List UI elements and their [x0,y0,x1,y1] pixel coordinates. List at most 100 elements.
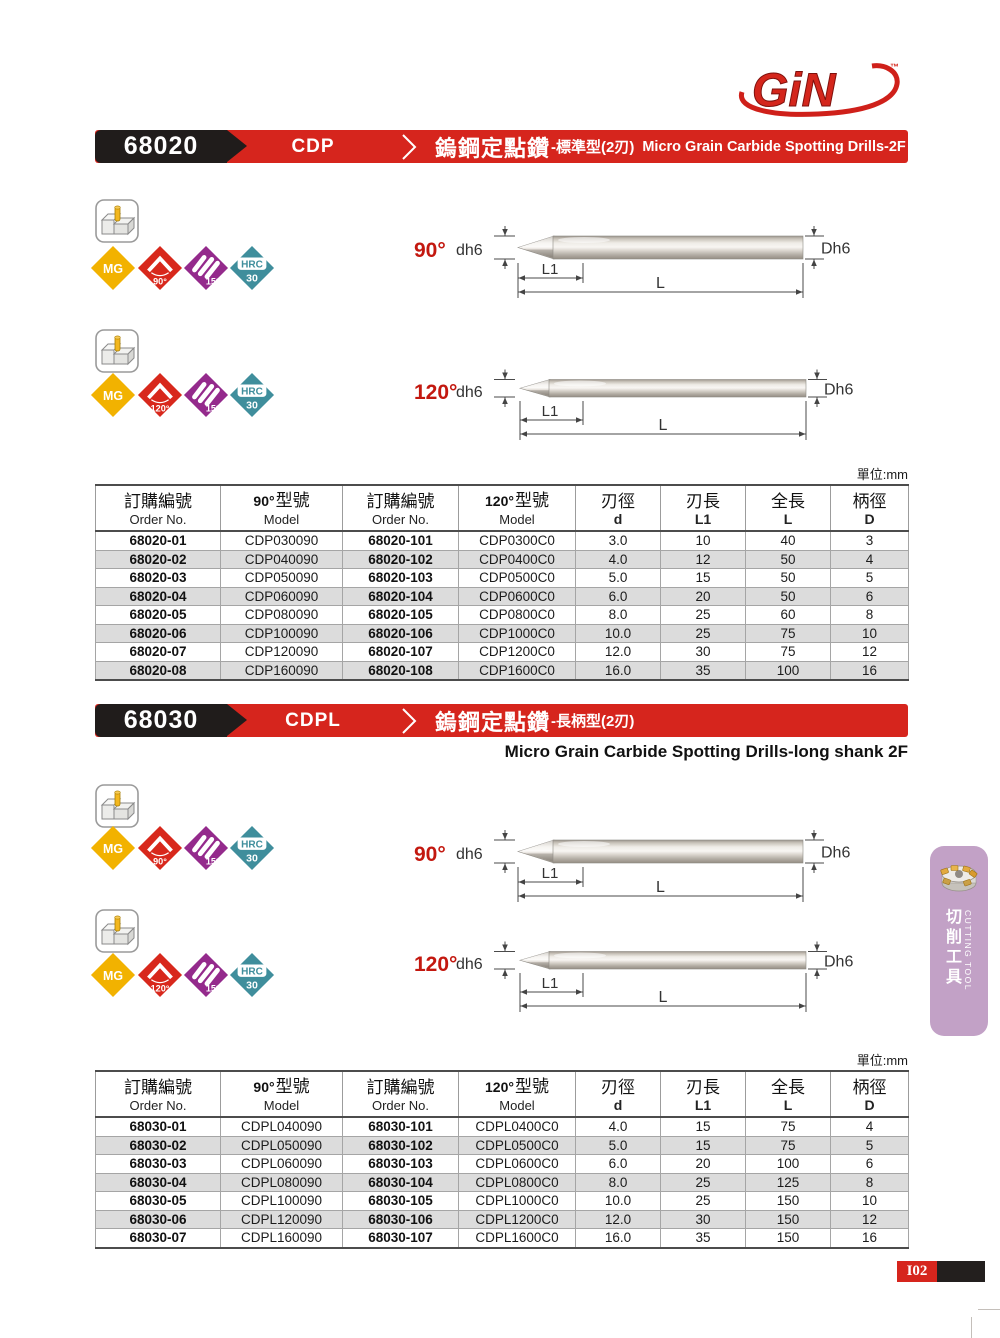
spec-cell: 6.0 [575,586,661,606]
table-row: 68020-03 CDP050090 68020-103 CDP0500C0 5.0 15… [95,568,909,588]
hardness-icon: HRC 30 [229,372,275,418]
spec-cell: 8 [830,605,909,625]
spec-badge: MG [90,372,136,423]
order-no-cell: 68030-102 [342,1135,459,1155]
spec-badge: HRC 30 [229,372,275,423]
point-angle-icon: 120° [137,372,183,418]
page-number-extension [937,1261,985,1282]
column-header: 訂購編號 Order No. [342,1070,459,1118]
shank-diameter-label: Dh6 [821,241,850,258]
application-icon-box [95,328,139,379]
spec-cell: 4 [830,1116,909,1137]
spec-badge: 15° [183,952,229,1003]
spec-cell: 35 [660,660,746,681]
svg-text:MG: MG [103,262,123,276]
spec-cell: CDPL0500C0 [458,1135,576,1155]
table-row: 68020-01 CDP030090 68020-101 CDP0300C0 3.0 10… [95,530,909,551]
overall-length-label: L [656,879,665,896]
spec-cell: 6.0 [575,1154,661,1174]
spec-cell: 16 [830,660,909,681]
spec-cell: 25 [660,605,746,625]
spec-cell: 20 [660,586,746,606]
order-no-cell: 68030-04 [95,1172,221,1192]
flute-length-label: L1 [542,975,559,992]
spec-badge: MG [90,245,136,296]
spec-cell: 5.0 [575,568,661,588]
spec-cell: 10 [830,623,909,643]
svg-text:MG: MG [103,842,123,856]
chevron-icon [402,708,417,734]
spec-cell: CDP030090 [220,530,343,551]
face-mill-image [940,865,978,892]
section-banner-68020: 68020 CDP 鎢鋼定點鑽 -標準型(2刃) Micro Grain Car… [95,130,908,163]
tab-label-en: CUTTING TOOL [963,910,973,991]
spec-cell: 4.0 [575,1116,661,1137]
spec-cell: CDPL080090 [220,1172,343,1192]
spec-cell: CDP0300C0 [458,530,576,551]
crop-mark [971,1317,972,1338]
order-no-cell: 68020-02 [95,549,221,569]
series-label: CDPL [285,709,341,731]
table-row: 68030-02 CDPL050090 68030-102 CDPL0500C0 5.0… [95,1135,909,1155]
order-no-cell: 68020-108 [342,660,459,681]
spec-cell: 100 [745,1154,831,1174]
spec-badge: 90° [137,245,183,296]
tip-diameter-label: dh6 [456,846,483,863]
order-no-cell: 68020-08 [95,660,221,681]
column-header: 柄徑 D [830,484,909,532]
order-no-cell: 68020-106 [342,623,459,643]
spec-cell: 4 [830,549,909,569]
order-no-cell: 68030-05 [95,1191,221,1211]
spec-cell: 5 [830,568,909,588]
spec-cell: 25 [660,623,746,643]
page-number-badge: I02 [897,1261,985,1282]
spec-cell: 15 [660,1135,746,1155]
series-label: CDP [291,135,335,157]
column-header: 全長 L [745,484,831,532]
order-no-cell: 68020-103 [342,568,459,588]
spec-cell: CDPL120090 [220,1209,343,1229]
mg-grade-icon: MG [90,952,136,998]
table-row: 68030-01 CDPL040090 68030-101 CDPL0400C0 4.0… [95,1116,909,1137]
title-suffix: -標準型(2刃) [551,139,635,156]
order-no-cell: 68030-107 [342,1228,459,1249]
flute-length-label: L1 [542,403,559,420]
table-row: 68020-05 CDP080090 68020-105 CDP0800C0 8.0 25… [95,605,909,625]
spec-badge: MG [90,825,136,876]
table-row: 68020-06 CDP100090 68020-106 CDP1000C0 10.0 2… [95,623,909,643]
section-code: 68020 [123,132,199,160]
table-row: 68030-04 CDPL080090 68030-104 CDPL0800C0 8.0… [95,1172,909,1192]
table-row: 68030-03 CDPL060090 68030-103 CDPL0600C0 6.0… [95,1154,909,1174]
application-icon-box [95,198,139,249]
spec-cell: 8 [830,1172,909,1192]
helix-angle-icon: 15° [183,372,229,418]
helix-angle-icon: 15° [183,825,229,871]
spec-cell: CDPL1200C0 [458,1209,576,1229]
spec-cell: 20 [660,1154,746,1174]
column-header: 刃徑 d [575,1070,661,1118]
spec-cell: 150 [745,1228,831,1249]
spec-cell: CDP1000C0 [458,623,576,643]
order-no-cell: 68020-105 [342,605,459,625]
spec-cell: 5 [830,1135,909,1155]
hardness-icon: HRC 30 [229,952,275,998]
spec-badge: 120° [137,372,183,423]
drill-diagram-deg90: 90° dh6 Dh6 L1 L [408,226,878,306]
gin-logo: GiN ™ [738,62,900,117]
diagram-angle-label: 90° [414,843,446,866]
hardness-icon: HRC 30 [229,825,275,871]
drill-diagram: 120° dh6 Dh6 L1 L [414,941,853,1012]
order-no-cell: 68030-01 [95,1116,221,1137]
column-header: 120°型號 Model [458,484,576,532]
spec-cell: 25 [660,1191,746,1211]
svg-text:HRC: HRC [241,387,263,398]
cutting-tool-tab: 切削工具 CUTTING TOOL [930,846,988,1036]
spec-cell: CDPL160090 [220,1228,343,1249]
spec-badge: HRC 30 [229,952,275,1003]
unit-label: 單位:mm [856,1053,908,1068]
section-banner-68030: 68030 CDPL 鎢鋼定點鑽 -長柄型(2刃) [95,704,908,737]
spec-cell: CDP1200C0 [458,642,576,662]
order-no-cell: 68020-06 [95,623,221,643]
order-no-cell: 68030-101 [342,1116,459,1137]
